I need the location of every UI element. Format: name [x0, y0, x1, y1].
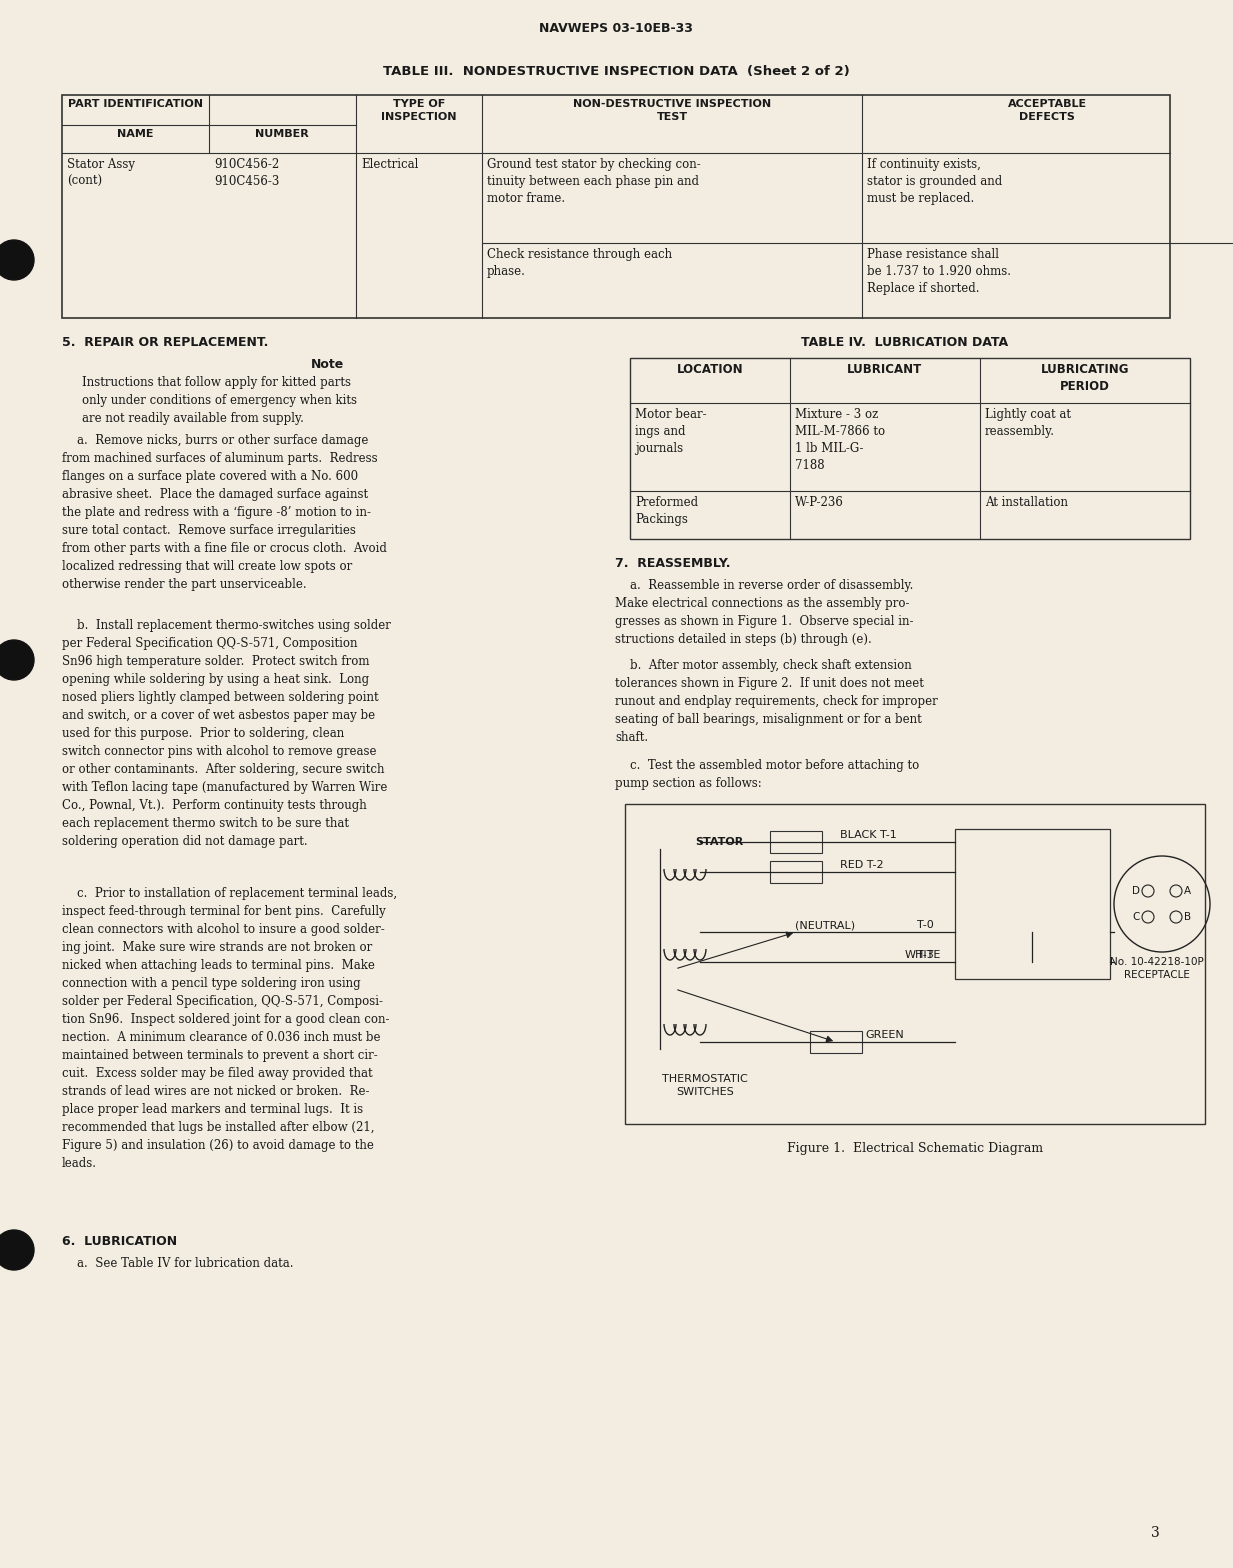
Text: NAVWEPS 03-10EB-33: NAVWEPS 03-10EB-33 [539, 22, 693, 34]
Text: a.  See Table IV for lubrication data.: a. See Table IV for lubrication data. [62, 1258, 293, 1270]
Text: LUBRICATING
PERIOD: LUBRICATING PERIOD [1041, 364, 1129, 394]
Bar [769, 831, 822, 853]
Text: Check resistance through each
phase.: Check resistance through each phase. [487, 248, 672, 278]
Text: No. 10-42218-10P
RECEPTACLE: No. 10-42218-10P RECEPTACLE [1110, 956, 1203, 980]
Text: TABLE III.  NONDESTRUCTIVE INSPECTION DATA  (Sheet 2 of 2): TABLE III. NONDESTRUCTIVE INSPECTION DAT… [382, 64, 850, 78]
Bar [769, 861, 822, 883]
Text: 5.  REPAIR OR REPLACEMENT.: 5. REPAIR OR REPLACEMENT. [62, 336, 269, 350]
Text: NON-DESTRUCTIVE INSPECTION
TEST: NON-DESTRUCTIVE INSPECTION TEST [573, 99, 771, 122]
Bar [62, 96, 1170, 318]
Text: GREEN: GREEN [866, 1030, 904, 1040]
Text: ACCEPTABLE
DEFECTS: ACCEPTABLE DEFECTS [1007, 99, 1086, 122]
Text: STATOR: STATOR [695, 837, 743, 847]
Circle shape [0, 1229, 35, 1270]
Text: Instructions that follow apply for kitted parts
only under conditions of emergen: Instructions that follow apply for kitte… [83, 376, 358, 425]
Text: RED T-2: RED T-2 [840, 859, 884, 870]
Text: Note: Note [311, 358, 344, 372]
Text: W-P-236: W-P-236 [795, 495, 843, 510]
Text: B: B [1184, 913, 1191, 922]
Text: LUBRICANT: LUBRICANT [847, 364, 922, 376]
Text: TYPE OF
INSPECTION: TYPE OF INSPECTION [381, 99, 456, 122]
Text: b.  Install replacement thermo-switches using solder
per Federal Specification Q: b. Install replacement thermo-switches u… [62, 619, 391, 848]
Text: T-3: T-3 [917, 950, 933, 960]
Text: a.  Remove nicks, burrs or other surface damage
from machined surfaces of alumin: a. Remove nicks, burrs or other surface … [62, 434, 387, 591]
Text: (NEUTRAL): (NEUTRAL) [795, 920, 856, 930]
Text: D: D [1132, 886, 1141, 895]
Text: Ground test stator by checking con-
tinuity between each phase pin and
motor fra: Ground test stator by checking con- tinu… [487, 158, 700, 205]
Text: c.  Test the assembled motor before attaching to
pump section as follows:: c. Test the assembled motor before attac… [615, 759, 920, 790]
Text: C: C [1133, 913, 1141, 922]
Text: WHITE: WHITE [905, 950, 941, 960]
Text: Figure 1.  Electrical Schematic Diagram: Figure 1. Electrical Schematic Diagram [787, 1142, 1043, 1156]
Text: At installation: At installation [985, 495, 1068, 510]
Text: Preformed
Packings: Preformed Packings [635, 495, 698, 525]
Text: 7.  REASSEMBLY.: 7. REASSEMBLY. [615, 557, 730, 571]
Circle shape [0, 240, 35, 281]
Text: PART IDENTIFICATION: PART IDENTIFICATION [68, 99, 202, 110]
Text: Electrical: Electrical [361, 158, 418, 171]
Text: c.  Prior to installation of replacement terminal leads,
inspect feed-through te: c. Prior to installation of replacement … [62, 887, 397, 1170]
Text: Mixture - 3 oz
MIL-M-7866 to
1 lb MIL-G-
7188: Mixture - 3 oz MIL-M-7866 to 1 lb MIL-G-… [795, 408, 885, 472]
Bar [956, 829, 1110, 978]
Text: LOCATION: LOCATION [677, 364, 743, 376]
Text: THERMOSTATIC
SWITCHES: THERMOSTATIC SWITCHES [662, 1074, 748, 1098]
Text: Stator Assy
(cont): Stator Assy (cont) [67, 158, 134, 188]
Text: Lightly coat at
reassembly.: Lightly coat at reassembly. [985, 408, 1071, 437]
Text: b.  After motor assembly, check shaft extension
tolerances shown in Figure 2.  I: b. After motor assembly, check shaft ext… [615, 659, 938, 743]
Text: 910C456-2
910C456-3: 910C456-2 910C456-3 [215, 158, 280, 188]
Circle shape [0, 640, 35, 681]
Bar [630, 358, 1190, 539]
Text: a.  Reassemble in reverse order of disassembly.
Make electrical connections as t: a. Reassemble in reverse order of disass… [615, 579, 914, 646]
Text: NUMBER: NUMBER [255, 129, 309, 140]
Text: A: A [1184, 886, 1191, 895]
Text: NAME: NAME [117, 129, 153, 140]
Text: BLACK T-1: BLACK T-1 [840, 829, 896, 840]
Text: Phase resistance shall
be 1.737 to 1.920 ohms.
Replace if shorted.: Phase resistance shall be 1.737 to 1.920… [867, 248, 1011, 295]
Text: If continuity exists,
stator is grounded and
must be replaced.: If continuity exists, stator is grounded… [867, 158, 1002, 205]
Text: T-0: T-0 [917, 920, 933, 930]
Text: TABLE IV.  LUBRICATION DATA: TABLE IV. LUBRICATION DATA [801, 336, 1009, 350]
Bar [625, 804, 1205, 1124]
Bar [810, 1032, 862, 1054]
Text: 3: 3 [1152, 1526, 1160, 1540]
Text: Motor bear-
ings and
journals: Motor bear- ings and journals [635, 408, 707, 455]
Text: 6.  LUBRICATION: 6. LUBRICATION [62, 1236, 178, 1248]
